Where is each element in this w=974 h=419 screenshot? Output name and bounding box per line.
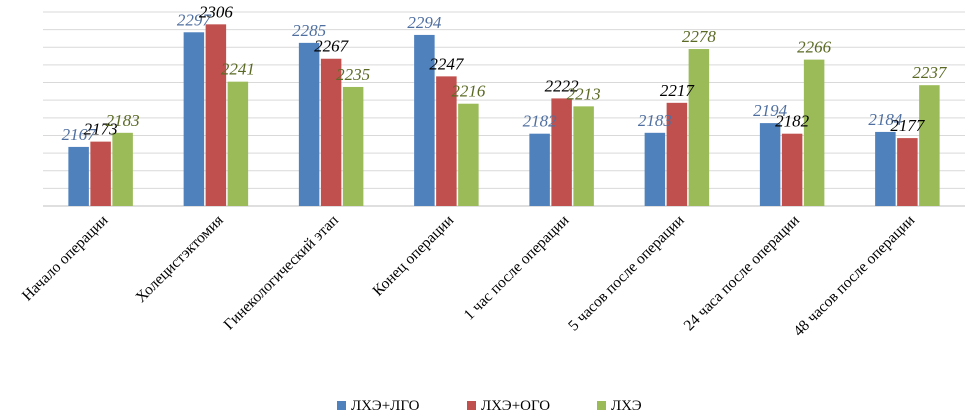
bar: [644, 132, 666, 206]
bar: [666, 102, 688, 206]
category-label: 1 час после операции: [461, 212, 573, 324]
bar: [298, 42, 320, 207]
data-labels: 2167217321832297230622412285226722352294…: [62, 2, 948, 144]
bar: [529, 133, 550, 206]
category-label: Конец операции: [369, 212, 457, 300]
legend: ЛХЭ+ЛГО ЛХЭ+ОГО ЛХЭ: [337, 398, 642, 414]
bar: [458, 103, 479, 206]
bar: [688, 49, 710, 206]
data-label: 2217: [660, 81, 696, 100]
bar: [803, 59, 825, 207]
data-label: 2267: [314, 37, 350, 56]
category-label: Гинекологический этап: [220, 212, 341, 333]
bar: [414, 34, 435, 206]
data-label: 2278: [682, 27, 717, 46]
category-label: Начало операции: [19, 212, 112, 305]
bar: [897, 138, 918, 206]
bar: [759, 123, 781, 206]
bar: [68, 146, 89, 206]
bar: [205, 24, 227, 206]
data-label: 2266: [797, 38, 832, 57]
legend-label: ЛХЭ+ЛГО: [351, 398, 420, 414]
bar: [781, 133, 803, 206]
bar: [320, 58, 342, 207]
data-label: 2194: [753, 101, 788, 120]
bars: [68, 24, 940, 207]
data-label: 2235: [336, 65, 370, 84]
bar: [90, 141, 111, 206]
data-label: 2183: [638, 111, 672, 130]
category-labels: Начало операции ХолецистэктомияГинекологи…: [19, 212, 918, 340]
bar: [573, 106, 594, 206]
bar: [112, 132, 133, 206]
data-label: 2222: [545, 76, 580, 95]
legend-label: ЛХЭ: [611, 398, 642, 414]
legend-swatch: [597, 401, 606, 410]
category-label: 24 часа после операции: [681, 212, 803, 334]
data-label: 2294: [407, 13, 442, 32]
data-label: 2184: [868, 110, 903, 129]
category-label: 5 часов после операции: [565, 212, 688, 335]
data-label: 2285: [292, 21, 326, 40]
category-label: 48 часов после операции: [790, 212, 918, 340]
data-label: 2247: [429, 54, 465, 73]
data-label: 2183: [106, 111, 140, 130]
data-label: 2213: [567, 84, 601, 103]
data-label: 2297: [177, 10, 213, 29]
bar: [875, 131, 896, 206]
legend-swatch: [337, 401, 346, 410]
data-label: 2177: [890, 116, 926, 135]
data-label: 2173: [84, 120, 118, 139]
bar: [183, 32, 205, 207]
data-label: 2182: [775, 112, 810, 131]
bar: [436, 76, 457, 206]
legend-label: ЛХЭ+ОГО: [481, 398, 550, 414]
data-label: 2306: [199, 2, 234, 21]
category-label: Холецистэктомия: [132, 212, 226, 306]
bar: [551, 98, 572, 206]
data-label: 2167: [62, 125, 98, 144]
bar: [342, 86, 364, 206]
data-label: 2241: [221, 60, 255, 79]
data-label: 2182: [523, 112, 558, 131]
bar: [919, 85, 940, 206]
legend-swatch: [467, 401, 476, 410]
bar: [227, 81, 249, 206]
data-label: 2237: [912, 63, 948, 82]
data-label: 2216: [451, 82, 486, 101]
